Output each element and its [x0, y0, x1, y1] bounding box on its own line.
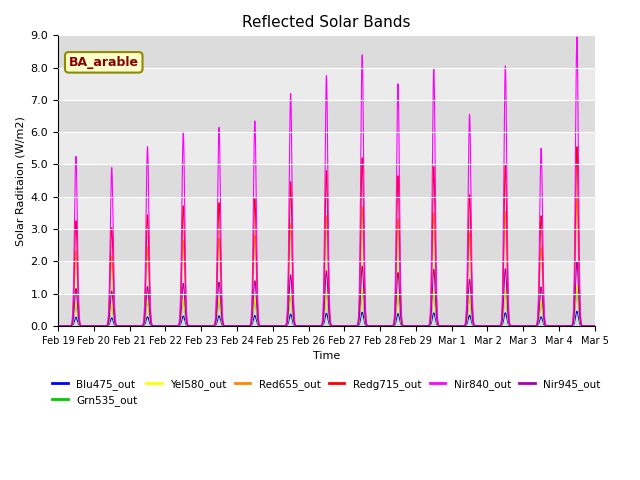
Redg715_out — [401, 323, 408, 329]
Bar — [58, 294, 595, 326]
Blu475_out — [163, 323, 171, 329]
Yel580_out — [169, 323, 177, 329]
Grn535_out — [163, 323, 171, 329]
Blu475_out — [401, 323, 408, 329]
Red655_out — [401, 323, 408, 329]
Nir840_out — [573, 34, 580, 40]
Grn535_out — [591, 323, 598, 329]
Grn535_out — [169, 323, 177, 329]
Nir945_out — [54, 323, 62, 329]
Blu475_out — [255, 323, 263, 328]
Grn535_out — [477, 323, 484, 329]
Redg715_out — [589, 323, 596, 329]
Grn535_out — [573, 286, 580, 291]
Line: Yel580_out: Yel580_out — [58, 285, 595, 326]
Red655_out — [591, 323, 598, 329]
X-axis label: Time: Time — [313, 351, 340, 361]
Redg715_out — [573, 144, 580, 150]
Nir840_out — [477, 323, 484, 329]
Grn535_out — [401, 323, 408, 329]
Grn535_out — [54, 323, 62, 329]
Title: Reflected Solar Bands: Reflected Solar Bands — [242, 15, 411, 30]
Line: Nir840_out: Nir840_out — [58, 37, 595, 326]
Nir840_out — [54, 323, 62, 329]
Blu475_out — [589, 323, 596, 329]
Legend: Blu475_out, Grn535_out, Yel580_out, Red655_out, Redg715_out, Nir840_out, Nir945_: Blu475_out, Grn535_out, Yel580_out, Red6… — [48, 374, 605, 410]
Nir945_out — [169, 323, 177, 329]
Yel580_out — [589, 323, 596, 329]
Nir945_out — [163, 323, 171, 329]
Red655_out — [255, 322, 263, 327]
Redg715_out — [54, 323, 62, 329]
Redg715_out — [169, 323, 177, 329]
Yel580_out — [573, 282, 580, 288]
Line: Blu475_out: Blu475_out — [58, 312, 595, 326]
Redg715_out — [591, 323, 598, 329]
Text: BA_arable: BA_arable — [68, 56, 139, 69]
Blu475_out — [591, 323, 598, 329]
Redg715_out — [163, 323, 171, 329]
Red655_out — [163, 323, 171, 329]
Line: Redg715_out: Redg715_out — [58, 147, 595, 326]
Bar — [58, 229, 595, 261]
Nir840_out — [591, 323, 598, 329]
Bar — [58, 36, 595, 68]
Yel580_out — [255, 323, 263, 328]
Bar — [58, 132, 595, 165]
Grn535_out — [255, 323, 263, 328]
Nir840_out — [401, 323, 408, 329]
Nir945_out — [401, 323, 408, 329]
Bar — [58, 100, 595, 132]
Redg715_out — [477, 323, 484, 329]
Red655_out — [573, 196, 580, 202]
Nir945_out — [477, 323, 484, 329]
Nir945_out — [255, 322, 263, 328]
Red655_out — [477, 323, 484, 329]
Nir840_out — [169, 323, 177, 329]
Grn535_out — [589, 323, 596, 329]
Nir840_out — [255, 320, 263, 325]
Line: Grn535_out: Grn535_out — [58, 288, 595, 326]
Red655_out — [54, 323, 62, 329]
Nir945_out — [589, 323, 596, 329]
Bar — [58, 197, 595, 229]
Yel580_out — [591, 323, 598, 329]
Nir840_out — [589, 323, 596, 329]
Redg715_out — [255, 321, 263, 326]
Red655_out — [169, 323, 177, 329]
Nir945_out — [573, 259, 580, 265]
Blu475_out — [477, 323, 484, 329]
Yel580_out — [477, 323, 484, 329]
Y-axis label: Solar Raditaion (W/m2): Solar Raditaion (W/m2) — [15, 116, 25, 245]
Nir840_out — [163, 323, 171, 329]
Red655_out — [589, 323, 596, 329]
Blu475_out — [54, 323, 62, 329]
Bar — [58, 68, 595, 100]
Bar — [58, 261, 595, 294]
Yel580_out — [163, 323, 171, 329]
Line: Red655_out: Red655_out — [58, 199, 595, 326]
Yel580_out — [54, 323, 62, 329]
Nir945_out — [591, 323, 598, 329]
Blu475_out — [573, 309, 580, 314]
Line: Nir945_out: Nir945_out — [58, 262, 595, 326]
Yel580_out — [401, 323, 408, 329]
Blu475_out — [169, 323, 177, 329]
Bar — [58, 165, 595, 197]
